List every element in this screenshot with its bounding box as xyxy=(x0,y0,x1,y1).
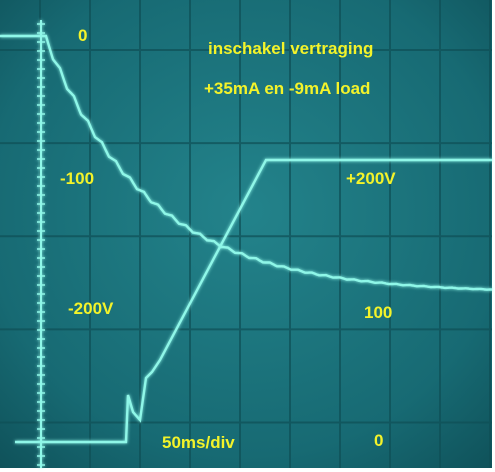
marker-ticks xyxy=(37,23,45,466)
annotation: 50ms/div xyxy=(162,433,235,452)
annotation: inschakel vertraging xyxy=(208,39,373,58)
annotation: -200V xyxy=(68,299,114,318)
annotation: +200V xyxy=(346,169,396,188)
falling-trace xyxy=(0,34,492,291)
rising-trace xyxy=(15,158,492,444)
annotation: +35mA en -9mA load xyxy=(204,79,370,98)
annotation: 0 xyxy=(374,431,383,450)
annotation: 0 xyxy=(78,26,87,45)
annotation: 100 xyxy=(364,303,392,322)
annotations: 0 inschakel vertraging +35mA en -9mA loa… xyxy=(60,26,396,452)
traces xyxy=(0,20,492,468)
annotation: -100 xyxy=(60,169,94,188)
